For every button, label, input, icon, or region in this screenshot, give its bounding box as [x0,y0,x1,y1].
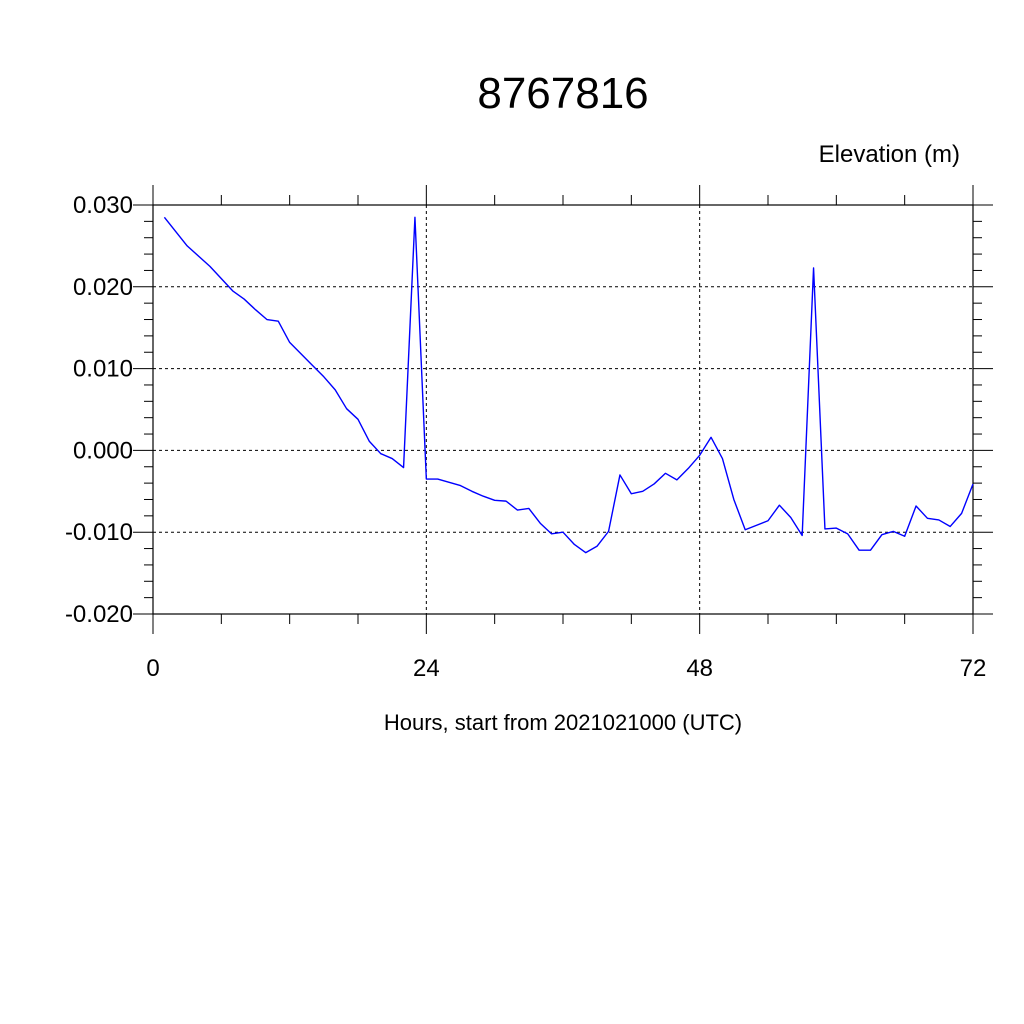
minor-ticks [144,195,982,624]
x-tick-labels: 0 24 48 72 [146,655,986,682]
chart-title: 8767816 [477,69,648,118]
plot-frame [152,204,974,615]
y-tick-label: 0.010 [73,356,133,383]
x-tick-label: 72 [960,655,987,682]
x-tick-label: 24 [413,655,440,682]
y-axis-label: Elevation (m) [819,141,960,168]
y-tick-label: 0.030 [73,192,133,219]
y-tick-label: 0.000 [73,437,133,464]
y-tick-label: -0.020 [65,601,133,628]
y-tick-labels: -0.020 -0.010 0.000 0.010 0.020 0.030 [65,192,133,628]
major-ticks [133,185,993,634]
x-axis-label: Hours, start from 2021021000 (UTC) [384,710,742,735]
series-line [163,216,974,554]
series-layer [163,216,974,554]
y-tick-label: 0.020 [73,274,133,301]
x-tick-label: 48 [686,655,713,682]
x-tick-label: 0 [146,655,159,682]
grid-lines [152,204,974,615]
y-tick-label: -0.010 [65,519,133,546]
